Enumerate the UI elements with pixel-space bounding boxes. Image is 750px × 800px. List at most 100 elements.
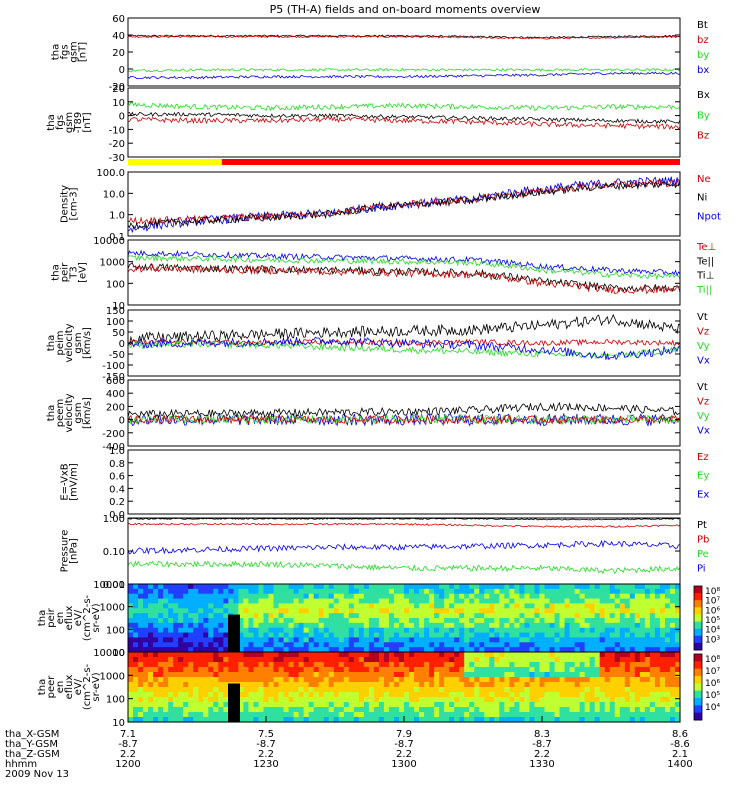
spectrogram-cell bbox=[464, 608, 470, 614]
spectrogram-cell bbox=[198, 652, 204, 658]
y-axis-label: thapeerenefluxeV/(cm^2-s-sr-eV) bbox=[37, 663, 102, 710]
spectrogram-cell bbox=[594, 712, 601, 718]
spectrogram-cell bbox=[153, 687, 159, 693]
spectrogram-cell bbox=[163, 697, 169, 703]
spectrogram-cell bbox=[589, 647, 596, 653]
spectrogram-cell bbox=[619, 647, 626, 653]
spectrogram-cell bbox=[409, 677, 415, 683]
spectrogram-cell bbox=[629, 657, 636, 663]
spectrogram-cell bbox=[203, 642, 209, 648]
spectrogram-cell bbox=[363, 717, 370, 723]
spectrogram-cell bbox=[373, 692, 380, 698]
spectrogram-cell bbox=[594, 618, 601, 624]
spectrogram-cell bbox=[514, 707, 521, 713]
spectrogram-cell bbox=[158, 637, 164, 643]
spectrogram-cell bbox=[318, 702, 325, 708]
spectrogram-cell bbox=[183, 622, 189, 629]
spectrogram-cell bbox=[333, 632, 340, 639]
y-tick-label: 1.0 bbox=[109, 211, 125, 222]
spectrogram-cell bbox=[639, 707, 646, 713]
spectrogram-cell bbox=[589, 717, 596, 723]
spectrogram-cell bbox=[489, 712, 495, 718]
spectrogram-cell bbox=[348, 608, 355, 614]
spectrogram-cell bbox=[659, 697, 666, 703]
spectrogram-cell bbox=[444, 712, 450, 718]
spectrogram-cell bbox=[499, 588, 505, 595]
spectrogram-cell bbox=[459, 712, 465, 718]
spectrogram-cell bbox=[138, 652, 144, 658]
spectrogram-cell bbox=[629, 712, 636, 718]
spectrogram-cell bbox=[519, 687, 526, 693]
spectrogram-cell bbox=[439, 588, 445, 595]
spectrogram-cell bbox=[529, 603, 536, 609]
spectrogram-cell bbox=[639, 627, 646, 634]
spectrogram-cell bbox=[614, 652, 621, 658]
spectrogram-cell bbox=[499, 667, 505, 673]
spectrogram-cell bbox=[313, 588, 320, 595]
spectrogram-cell bbox=[163, 632, 169, 639]
spectrogram-cell bbox=[348, 618, 355, 624]
spectrogram-cell bbox=[223, 632, 229, 639]
spectrogram-cell bbox=[278, 608, 285, 614]
spectrogram-cell bbox=[368, 593, 375, 600]
spectrogram-cell bbox=[338, 712, 345, 718]
colorbar-frame bbox=[693, 585, 703, 651]
spectrogram-cell bbox=[128, 608, 134, 614]
spectrogram-cell bbox=[343, 642, 350, 648]
spectrogram-cell bbox=[644, 717, 651, 723]
spectrogram-cell bbox=[153, 588, 159, 595]
spectrogram-cell bbox=[464, 642, 470, 648]
spectrogram-cell bbox=[449, 687, 455, 693]
spectrogram-cell bbox=[133, 613, 139, 619]
spectrogram-cell bbox=[529, 672, 536, 678]
y-axis-label-line: peir bbox=[60, 262, 71, 282]
spectrogram-cell bbox=[629, 682, 636, 688]
spectrogram-cell bbox=[639, 667, 646, 673]
spectrogram-cell bbox=[444, 692, 450, 698]
spectrogram-cell bbox=[208, 702, 214, 708]
spectrogram-cell bbox=[153, 682, 159, 688]
spectrogram-cell bbox=[193, 632, 199, 639]
spectrogram-cell bbox=[559, 642, 566, 648]
spectrogram-cell bbox=[258, 652, 265, 658]
panel-frame bbox=[127, 171, 681, 237]
spectrogram-cell bbox=[333, 672, 340, 678]
spectrogram-cell bbox=[459, 627, 465, 634]
spectrogram-cell bbox=[584, 672, 591, 678]
spectrogram-cell bbox=[178, 608, 184, 614]
y-axis-label-line: [nPa] bbox=[69, 538, 80, 564]
spectrogram-cell bbox=[529, 637, 536, 643]
spectrogram-cell bbox=[624, 632, 631, 639]
spectrogram-cell bbox=[479, 593, 485, 600]
spectrogram-cell bbox=[388, 622, 395, 629]
spectrogram-cell bbox=[559, 584, 566, 590]
spectrogram-cell bbox=[208, 652, 214, 658]
spectrogram-cell bbox=[534, 608, 541, 614]
spectrogram-cell bbox=[669, 697, 676, 703]
spectrogram-cell bbox=[223, 627, 229, 634]
spectrogram-cell bbox=[238, 584, 245, 590]
colorbar-swatch bbox=[694, 600, 702, 608]
spectrogram-cell bbox=[248, 702, 255, 708]
spectrogram-cell bbox=[649, 637, 656, 643]
spectrogram-cell bbox=[419, 667, 425, 673]
spectrogram-cell bbox=[333, 697, 340, 703]
spectrogram-cell bbox=[409, 647, 415, 653]
spectrogram-cell bbox=[554, 598, 561, 605]
spectrogram-cell bbox=[539, 647, 546, 653]
spectrogram-cell bbox=[479, 702, 485, 708]
colorbar-swatch bbox=[694, 712, 702, 721]
spectrogram-cell bbox=[288, 692, 295, 698]
spectrogram-cell bbox=[449, 642, 455, 648]
spectrogram-cell bbox=[524, 662, 531, 668]
spectrogram-cell bbox=[424, 637, 430, 643]
spectrogram-cell bbox=[499, 712, 505, 718]
spectrogram-cell bbox=[188, 662, 194, 668]
spectrogram-cell bbox=[168, 697, 174, 703]
spectrogram-cell bbox=[218, 642, 224, 648]
spectrogram-cell bbox=[303, 613, 310, 619]
spectrogram-cell bbox=[318, 637, 325, 643]
spectrogram-cell bbox=[378, 682, 385, 688]
spectrogram-cell bbox=[614, 687, 621, 693]
spectrogram-cell bbox=[504, 717, 510, 723]
